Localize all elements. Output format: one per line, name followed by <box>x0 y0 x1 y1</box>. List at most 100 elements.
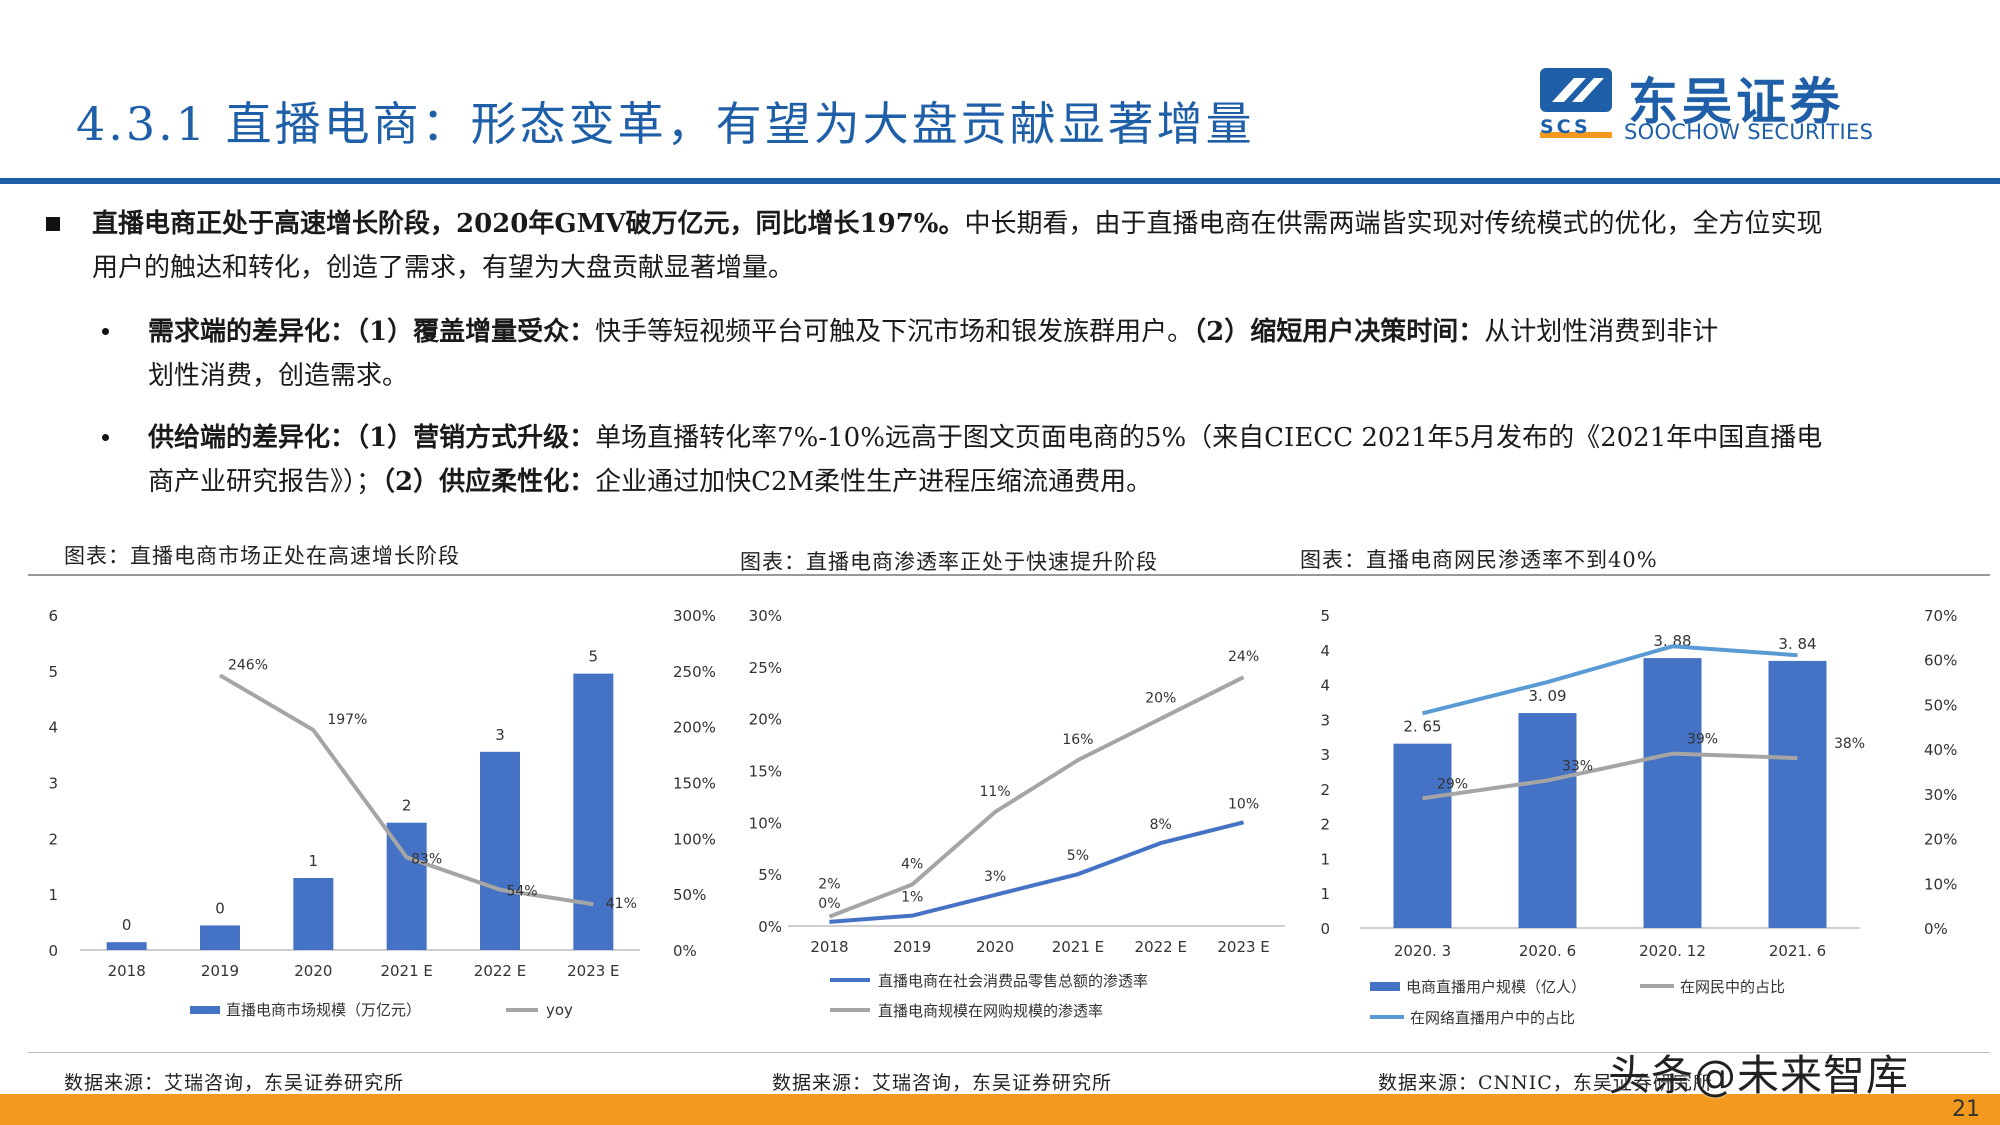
x-tick-label: 2018 <box>810 938 848 956</box>
y-left-tick-label: 5 <box>1320 607 1330 625</box>
series-line <box>1422 751 1798 801</box>
bullet-demand-text-1: 快手等短视频平台可触及下沉市场和银发族群用户。 <box>595 317 1194 347</box>
y-left-tick-label: 5 <box>48 663 58 681</box>
yoy-data-label: 41% <box>606 896 637 912</box>
y-left-tick-label: 3 <box>1320 746 1330 764</box>
bullet-supply-text-2: 商产业研究报告》）； <box>148 467 383 497</box>
y-right-tick-label: 250% <box>673 663 716 681</box>
square-bullet-icon <box>46 217 60 231</box>
bullet-demand-line-2: 划性消费，创造需求。 <box>148 361 409 391</box>
y-tick-label: 20% <box>749 711 782 729</box>
yoy-data-label: 197% <box>327 712 367 728</box>
bullet-supply-text-1: 单场直播转化率7%-10%远高于图文页面电商的5%（来自CIECC 2021年5… <box>595 423 1823 453</box>
bar <box>1393 743 1452 928</box>
series-line <box>828 675 1245 919</box>
series-data-label: 29% <box>1437 776 1468 792</box>
y-right-tick-label: 30% <box>1924 786 1957 804</box>
y-left-tick-label: 1 <box>48 886 58 904</box>
y-left-tick-label: 6 <box>48 607 58 625</box>
bullet-dot-icon <box>102 434 109 441</box>
y-right-tick-label: 0% <box>673 942 697 960</box>
y-right-tick-label: 0% <box>1924 920 1948 938</box>
watermark: 头条@未来智库 <box>1608 1051 1910 1100</box>
y-left-tick-label: 0 <box>48 942 58 960</box>
x-tick-label: 2021 E <box>380 962 432 980</box>
y-left-tick-label: 0 <box>1320 920 1330 938</box>
series-data-label: 11% <box>980 784 1011 800</box>
bullet-supply-heading: 供给端的差异化：（1）营销方式升级： <box>148 423 596 453</box>
y-left-tick-label: 1 <box>1320 885 1330 903</box>
x-tick-label: 2020. 12 <box>1639 942 1706 960</box>
chart-3-source: 数据来源：CNNIC，东吴证券研究所 <box>1378 1072 1713 1094</box>
y-tick-label: 5% <box>758 866 782 884</box>
bar-data-label: 5 <box>589 648 599 666</box>
chart-1-title: 图表：直播电商市场正处在高速增长阶段 <box>64 544 460 568</box>
y-right-tick-label: 70% <box>1924 607 1957 625</box>
bar-data-label: 3 <box>495 726 505 744</box>
x-tick-label: 2019 <box>893 938 931 956</box>
y-tick-label: 15% <box>749 763 782 781</box>
bar-data-label: 0 <box>122 916 132 934</box>
bullet-supply-heading-2: （2）供应柔性化： <box>382 467 596 497</box>
y-tick-label: 30% <box>749 607 782 625</box>
y-left-tick-label: 1 <box>1320 850 1330 868</box>
footer-bar <box>0 1094 2000 1125</box>
bar-data-label: 3. 84 <box>1778 635 1816 653</box>
series-data-label: 8% <box>1150 817 1172 833</box>
chart-1-source: 数据来源：艾瑞咨询，东吴证券研究所 <box>64 1072 405 1094</box>
y-left-tick-label: 4 <box>1320 642 1330 660</box>
y-left-tick-label: 2 <box>1320 816 1330 834</box>
legend-label-bar: 直播电商市场规模（万亿元） <box>226 1001 421 1019</box>
y-left-tick-label: 4 <box>1320 677 1330 695</box>
yoy-line <box>218 673 594 907</box>
legend-label-series-2: 直播电商规模在网购规模的渗透率 <box>878 1002 1103 1020</box>
yoy-data-label: 83% <box>411 851 442 867</box>
x-tick-label: 2019 <box>201 962 239 980</box>
legend-label-series-2: 在网民中的占比 <box>1680 978 1785 996</box>
bar-data-label: 3. 09 <box>1528 687 1566 705</box>
chart-2-title: 图表：直播电商渗透率正处于快速提升阶段 <box>740 550 1158 574</box>
legend-swatch-bar <box>1370 982 1400 991</box>
legend-label-series-3: 在网络直播用户中的占比 <box>1410 1009 1575 1027</box>
legend-swatch-bar <box>190 1006 220 1014</box>
x-tick-label: 2020. 3 <box>1394 942 1451 960</box>
x-tick-label: 2021. 6 <box>1769 942 1826 960</box>
bullet-demand-text-2: 从计划性消费到非计 <box>1484 317 1719 347</box>
yoy-data-label: 54% <box>506 884 537 900</box>
y-left-tick-label: 4 <box>48 719 58 737</box>
x-tick-label: 2020 <box>294 962 332 980</box>
series-line <box>829 820 1245 924</box>
series-data-label: 39% <box>1687 732 1718 748</box>
bar <box>293 877 334 950</box>
paragraph-1-line-2: 用户的触达和转化，创造了需求，有望为大盘贡献显著增量。 <box>92 253 795 283</box>
paragraph-1: 直播电商正处于高速增长阶段，2020年GMV破万亿元，同比增长197%。中长期看… <box>92 202 1823 246</box>
series-line <box>1422 644 1798 716</box>
x-tick-label: 2022 E <box>1135 938 1187 956</box>
x-tick-label: 2023 E <box>1217 938 1269 956</box>
y-left-tick-label: 2 <box>1320 781 1330 799</box>
bullet-demand-heading-2: （2）缩短用户决策时间： <box>1193 317 1485 347</box>
series-data-label: 0% <box>818 896 840 912</box>
x-tick-label: 2023 E <box>567 962 619 980</box>
series-data-label: 4% <box>901 857 923 873</box>
logo-mark: SCS <box>1540 116 1591 138</box>
series-data-label: 1% <box>901 890 923 906</box>
y-tick-label: 10% <box>749 814 782 832</box>
bullet-supply-line-2: 商产业研究报告》）；（2）供应柔性化：企业通过加快C2M柔性生产进程压缩流通费用… <box>148 460 1152 504</box>
y-right-tick-label: 50% <box>1924 696 1957 714</box>
series-data-label: 2% <box>818 877 840 893</box>
bar <box>1643 658 1702 928</box>
series-data-label: 16% <box>1062 732 1093 748</box>
y-right-tick-label: 200% <box>673 719 716 737</box>
series-data-label: 33% <box>1562 758 1593 774</box>
bar-data-label: 0 <box>215 899 225 917</box>
bar <box>386 822 427 950</box>
x-tick-label: 2020. 6 <box>1519 942 1576 960</box>
y-right-tick-label: 150% <box>673 775 716 793</box>
chart-2-penetration: 0% 5% 10% 15% 20% 25% 30% 2018 2019 2020 2021 E 202… <box>749 607 1285 1020</box>
logo-english-name: SOOCHOW SECURITIES <box>1624 120 1874 144</box>
paragraph-1-highlight: 直播电商正处于高速增长阶段，2020年GMV破万亿元，同比增长197%。 <box>92 209 965 239</box>
chart-1-market-size: 0 1 2 3 4 5 6 0% 50% 100% 150% 200% 250% 300% 0 2018 0 20… <box>48 607 716 1019</box>
bar <box>1518 713 1577 928</box>
